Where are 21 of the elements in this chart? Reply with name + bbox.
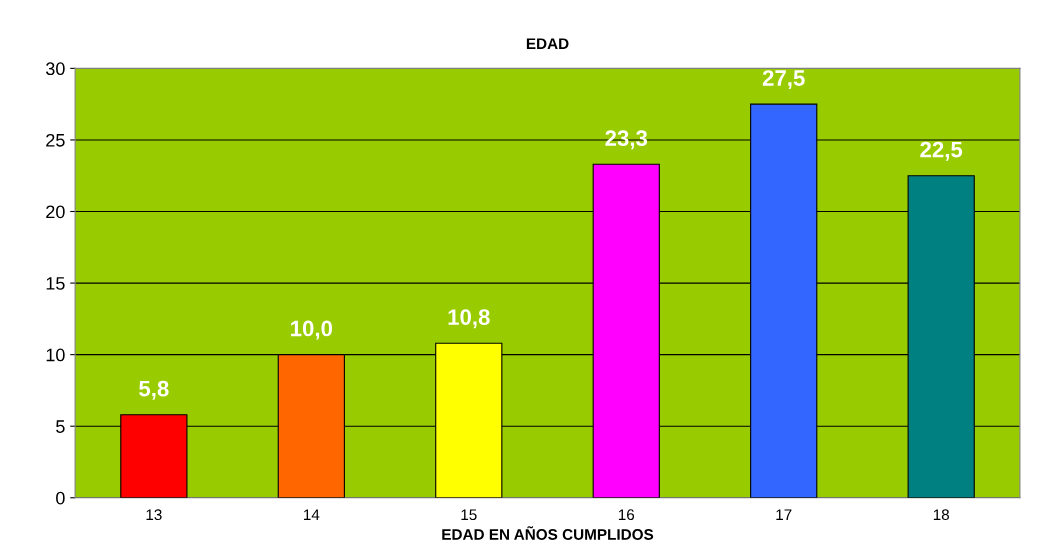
y-tick-label: 0 xyxy=(56,491,65,505)
y-tick-label: 10 xyxy=(46,348,65,362)
y-tick-label: 5 xyxy=(56,420,65,433)
data-label: 5,8 xyxy=(139,380,169,400)
y-tick-label: 15 xyxy=(46,277,65,290)
data-label: 23,3 xyxy=(605,130,648,150)
x-tick-label: 17 xyxy=(776,509,792,520)
data-label: 22,5 xyxy=(920,141,963,161)
x-tick-label: 15 xyxy=(461,509,477,521)
x-tick-label: 14 xyxy=(303,509,320,520)
x-axis-title: EDAD EN AÑOS CUMPLIDOS xyxy=(442,526,654,540)
y-tick-label: 25 xyxy=(46,133,65,147)
x-tick-label: 13 xyxy=(146,509,162,521)
y-tick-label: 20 xyxy=(46,205,65,219)
data-label: 10,0 xyxy=(291,320,333,340)
data-label: 27,5 xyxy=(762,70,805,90)
x-tick-label: 18 xyxy=(933,509,950,521)
x-tick-label: 16 xyxy=(618,509,635,521)
y-tick-label: 30 xyxy=(46,62,65,76)
data-label: 10,8 xyxy=(448,309,490,329)
chart-title: EDAD xyxy=(526,38,569,49)
